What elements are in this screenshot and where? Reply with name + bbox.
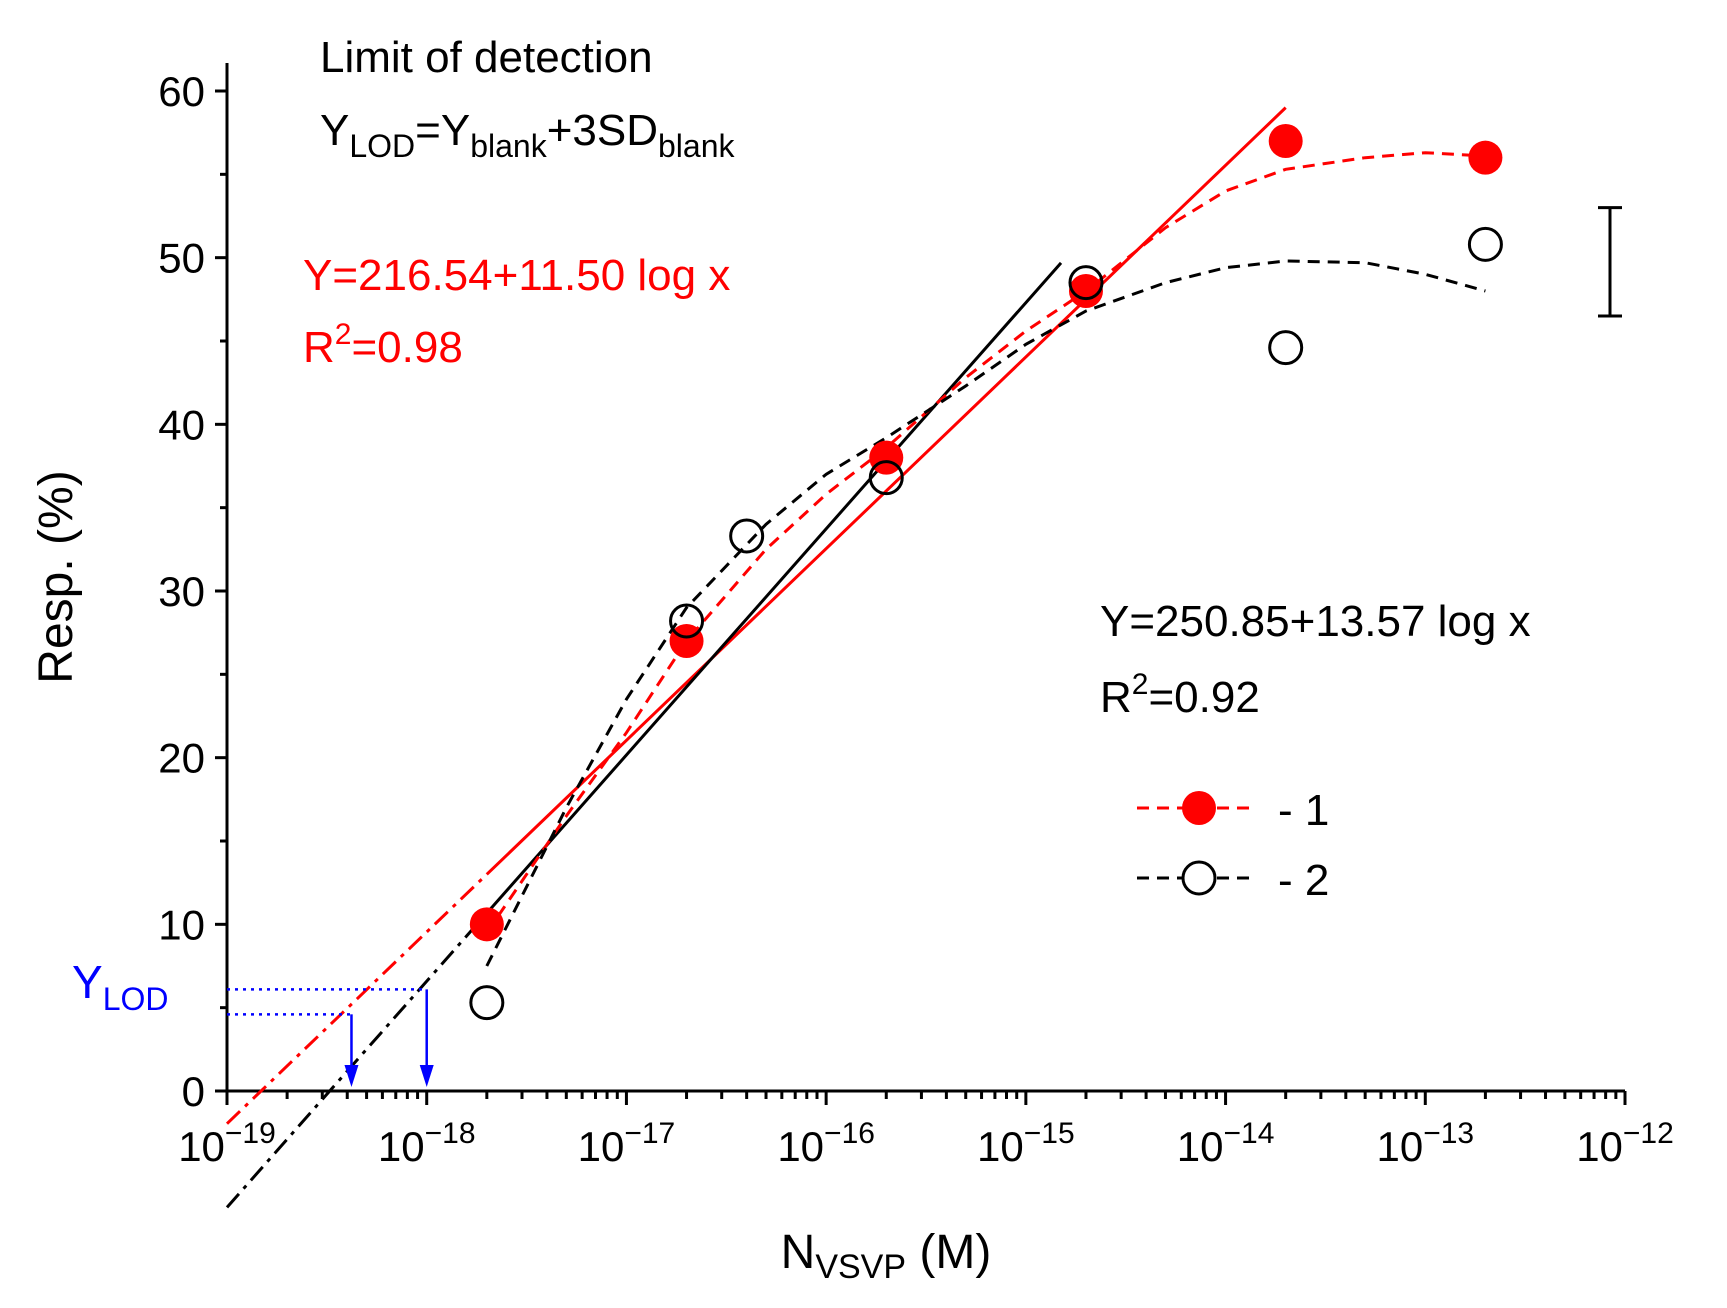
y-axis-title: Resp. (%) — [30, 470, 83, 683]
fit2-equation: Y=250.85+13.57 log x — [1100, 597, 1531, 646]
fit-extrapolation-2 — [225, 912, 488, 1209]
fit1-r2: R2=0.98 — [303, 318, 463, 372]
point-series-2 — [868, 460, 904, 496]
x-tick-label: 10−12 — [1576, 1117, 1674, 1170]
point-series-2 — [1068, 265, 1104, 301]
x-tick-label: 10−19 — [178, 1117, 276, 1170]
x-tick-label: 10−14 — [1177, 1117, 1275, 1170]
lod-arrow-head-1 — [344, 1065, 359, 1087]
y-tick-label: 20 — [158, 735, 205, 782]
legend-label-1: - 1 — [1278, 786, 1329, 835]
y-tick-label: 60 — [158, 68, 205, 115]
point-series-1 — [1068, 274, 1103, 308]
y-tick-label: 0 — [182, 1068, 205, 1115]
point-series-1 — [469, 907, 504, 942]
y-tick-label: 40 — [158, 401, 205, 448]
x-tick-label: 10−13 — [1376, 1117, 1474, 1170]
legend: - 1 - 2 — [1137, 786, 1329, 905]
x-axis-title: NVSVP (M) — [781, 1226, 992, 1286]
point-series-2 — [469, 985, 505, 1021]
legend-marker-1 — [1182, 791, 1216, 825]
point-series-1 — [669, 624, 704, 658]
point-series-1 — [1268, 124, 1303, 158]
point-series-2 — [1268, 330, 1304, 366]
fit-extrapolation-1 — [225, 873, 488, 1125]
point-series-2 — [669, 603, 705, 639]
fit-line-1 — [485, 106, 1287, 876]
y-tick-label: 50 — [158, 235, 205, 282]
lod-guides — [227, 988, 434, 1087]
x-tick-label: 10−18 — [378, 1117, 476, 1170]
point-series-2 — [729, 518, 765, 554]
trend-line-1 — [485, 151, 1486, 934]
y-tick-label: 10 — [158, 901, 205, 948]
error-bar — [1598, 206, 1622, 318]
x-tick-label: 10−17 — [578, 1117, 676, 1170]
lod-arrow-head-2 — [419, 1065, 434, 1087]
y-ticks: 0 10 20 30 40 50 60 — [158, 68, 227, 1115]
legend-label-2: - 2 — [1278, 856, 1329, 905]
fit2-r2: R2=0.92 — [1100, 668, 1260, 722]
trend-lines — [485, 151, 1486, 967]
x-ticks: 10−19 10−18 10−17 10−16 10−15 10−14 10−13 10−12 — [178, 1091, 1674, 1170]
x-tick-label: 10−16 — [777, 1117, 875, 1170]
data-points — [469, 124, 1503, 1021]
fit-lines — [225, 106, 1287, 1209]
lod-title: Limit of detection — [320, 33, 653, 82]
fit1-equation: Y=216.54+11.50 log x — [303, 251, 730, 300]
legend-marker-2 — [1181, 860, 1217, 896]
lod-formula: YLOD=Yblank+3SDblank — [320, 106, 736, 164]
fit-line-2 — [485, 261, 1063, 915]
y-tick-label: 30 — [158, 568, 205, 615]
point-series-1 — [1468, 140, 1503, 175]
ylod-label: YLOD — [72, 956, 168, 1017]
point-series-1 — [869, 440, 904, 475]
x-tick-label: 10−15 — [977, 1117, 1075, 1170]
trend-line-2 — [485, 259, 1486, 967]
point-series-2 — [1467, 226, 1503, 262]
